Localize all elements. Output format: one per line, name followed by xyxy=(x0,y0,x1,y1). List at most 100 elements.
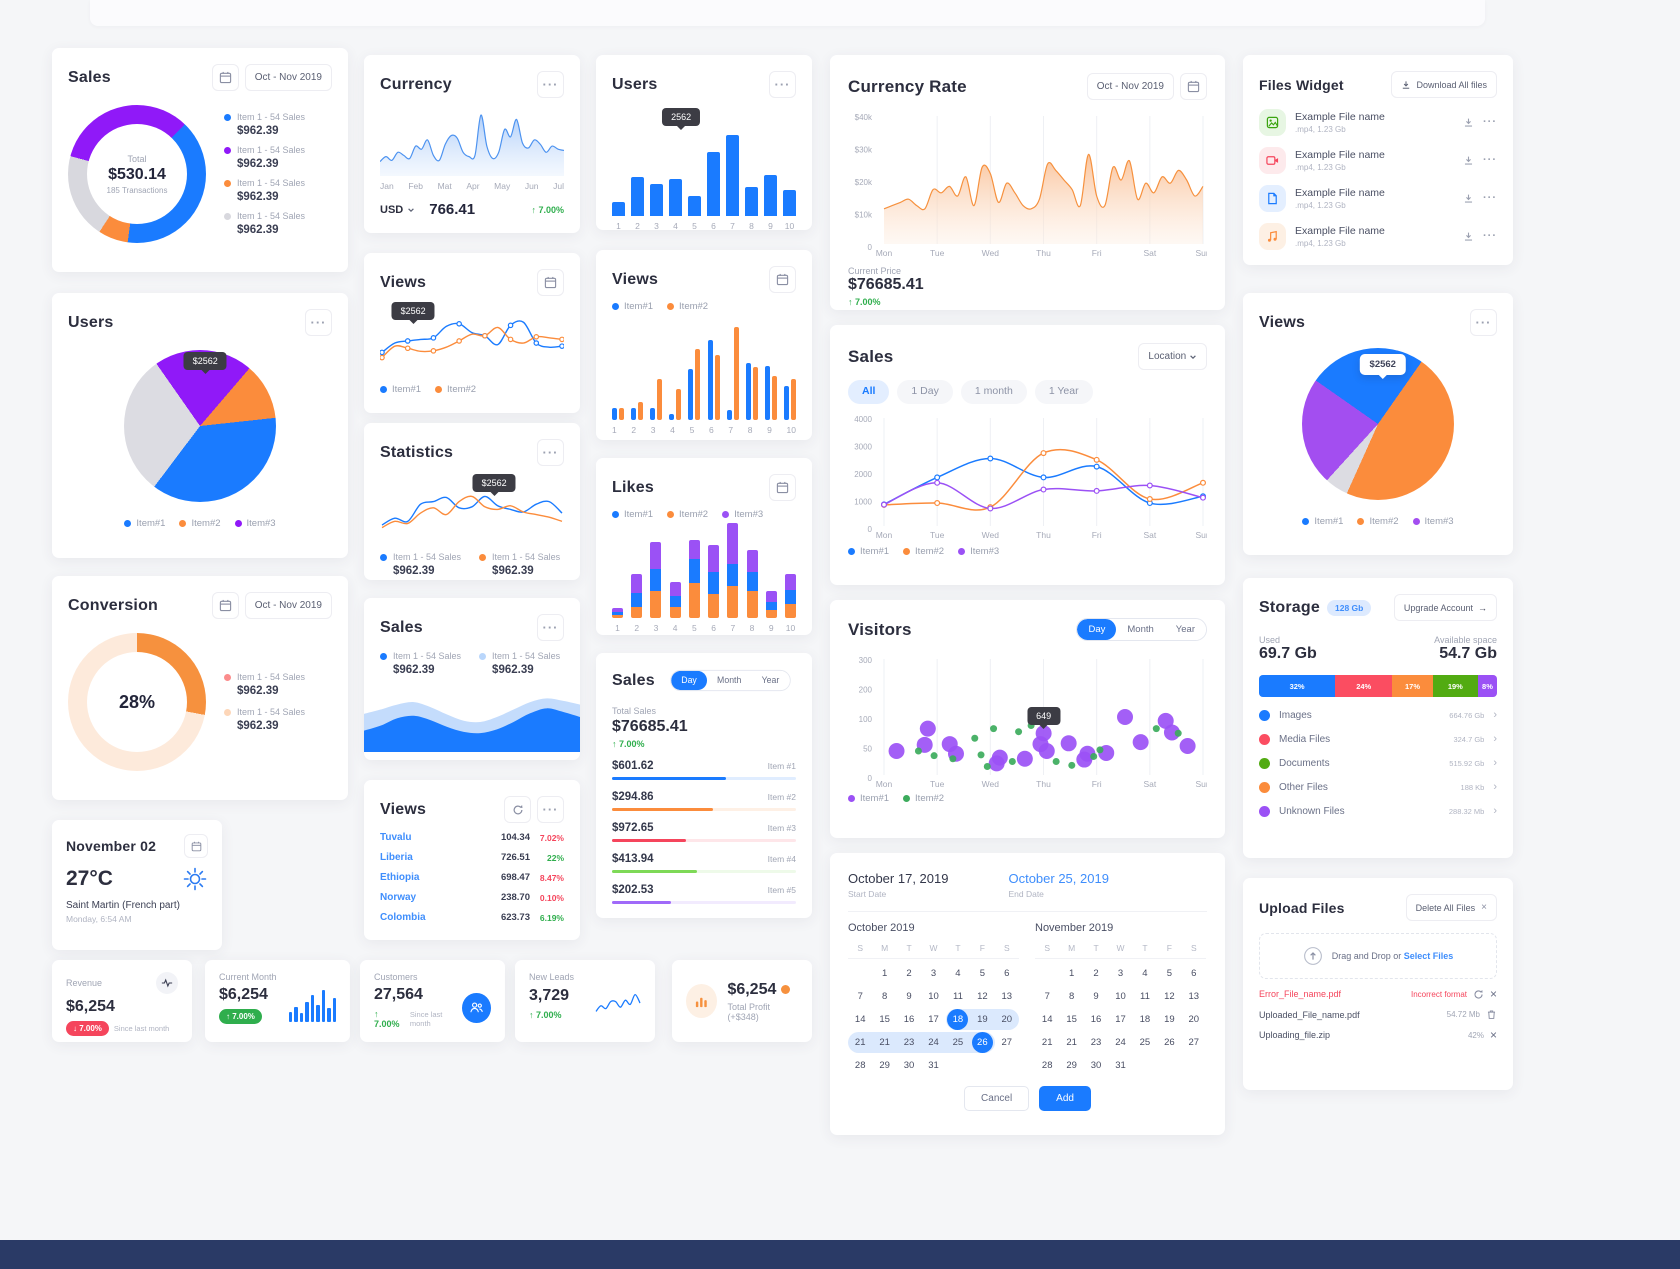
day-cell[interactable]: 10 xyxy=(928,991,939,1002)
day-cell[interactable]: 20 xyxy=(1188,1014,1200,1025)
chevron-right-icon[interactable]: › xyxy=(1493,781,1497,793)
day-cell[interactable]: 3 xyxy=(930,968,937,979)
selected-day[interactable]: 18 xyxy=(947,1009,969,1030)
bar-group[interactable] xyxy=(612,408,624,420)
day-cell[interactable]: 24 xyxy=(1115,1037,1126,1048)
calendar-icon[interactable] xyxy=(1180,73,1207,100)
day-cell[interactable]: 16 xyxy=(903,1014,915,1025)
bar-stack[interactable] xyxy=(727,523,739,618)
day-cell[interactable]: 11 xyxy=(1139,991,1150,1002)
day-cell[interactable]: 6 xyxy=(1191,968,1197,979)
day-cell[interactable]: 30 xyxy=(903,1060,915,1071)
bar[interactable] xyxy=(612,202,625,216)
day-cell[interactable]: 27 xyxy=(1001,1037,1013,1048)
bar-group[interactable] xyxy=(650,379,663,420)
more-menu-icon[interactable]: ··· xyxy=(537,796,564,823)
file-row[interactable]: Example File name .mp4, 1.23 Gb ··· xyxy=(1259,185,1497,212)
country-row[interactable]: Norway 238.70 0.10% xyxy=(380,892,564,903)
day-cell[interactable]: 31 xyxy=(928,1060,939,1071)
day-cell[interactable]: 7 xyxy=(1044,991,1050,1002)
add-button[interactable]: Add xyxy=(1039,1086,1091,1111)
chevron-right-icon[interactable]: › xyxy=(1493,757,1497,769)
file-row[interactable]: Example File name .mp4, 1.23 Gb ··· xyxy=(1259,147,1497,174)
more-menu-icon[interactable]: ··· xyxy=(537,614,564,641)
day-cell[interactable]: 10 xyxy=(1115,991,1126,1002)
day-cell[interactable]: 19 xyxy=(1164,1014,1175,1025)
more-menu-icon[interactable]: ··· xyxy=(537,71,564,98)
day-cell[interactable]: 23 xyxy=(896,1032,922,1053)
chevron-right-icon[interactable]: › xyxy=(1493,733,1497,745)
day-cell[interactable]: 8 xyxy=(881,991,888,1002)
calendar-icon[interactable] xyxy=(769,266,796,293)
tab-1-month[interactable]: 1 month xyxy=(960,380,1027,404)
more-menu-icon[interactable]: ··· xyxy=(305,309,332,336)
day-cell[interactable]: 29 xyxy=(1066,1060,1077,1071)
bar-stack[interactable] xyxy=(784,574,796,618)
day-cell[interactable]: 15 xyxy=(1066,1014,1077,1025)
calendar-icon[interactable] xyxy=(769,474,796,501)
day-cell[interactable]: 16 xyxy=(1090,1014,1102,1025)
day-cell[interactable]: 25 xyxy=(945,1032,971,1053)
country-name[interactable]: Tuvalu xyxy=(380,832,412,843)
toggle-year[interactable]: Year xyxy=(1164,619,1206,640)
day-cell[interactable]: 11 xyxy=(952,991,963,1002)
more-menu-icon[interactable]: ··· xyxy=(1483,192,1497,204)
bar-group[interactable] xyxy=(688,349,701,420)
calendar-icon[interactable] xyxy=(184,834,208,858)
day-cell[interactable]: 25 xyxy=(1139,1037,1151,1048)
bar-group[interactable] xyxy=(764,366,777,420)
bar[interactable] xyxy=(745,187,758,216)
country-name[interactable]: Colombia xyxy=(380,912,426,923)
more-menu-icon[interactable]: ··· xyxy=(1483,116,1497,128)
country-name[interactable]: Norway xyxy=(380,892,417,903)
storage-item[interactable]: Documents 515.92 Gb › xyxy=(1259,757,1497,769)
date-range-picker[interactable]: Oct - Nov 2019 xyxy=(244,592,332,619)
day-cell[interactable]: 21 xyxy=(1066,1037,1077,1048)
day-cell[interactable]: 9 xyxy=(1093,991,1099,1002)
day-cell[interactable]: 31 xyxy=(1115,1060,1126,1071)
toggle-day[interactable]: Day xyxy=(1077,619,1117,640)
bar[interactable] xyxy=(688,196,701,216)
day-cell[interactable]: 2 xyxy=(906,968,912,979)
day-cell[interactable]: 24 xyxy=(921,1032,946,1053)
bar-stack[interactable] xyxy=(669,582,681,618)
day-cell[interactable]: 18 xyxy=(945,1009,971,1030)
start-date-block[interactable]: October 17, 2019 Start Date xyxy=(848,871,948,899)
day-cell[interactable]: 5 xyxy=(1166,968,1172,979)
download-icon[interactable] xyxy=(1463,155,1474,166)
day-cell[interactable]: 7 xyxy=(857,991,863,1002)
delete-all-files-button[interactable]: Delete All Files × xyxy=(1405,894,1497,921)
storage-item[interactable]: Other Files 188 Kb › xyxy=(1259,781,1497,793)
bar-stack[interactable] xyxy=(765,591,777,618)
close-icon[interactable]: × xyxy=(1489,987,1497,1001)
bar-group[interactable] xyxy=(783,379,796,420)
day-cell[interactable]: 19 xyxy=(970,1009,995,1030)
day-cell[interactable]: 15 xyxy=(879,1014,890,1025)
day-cell[interactable]: 21 xyxy=(1041,1037,1053,1048)
more-menu-icon[interactable]: ··· xyxy=(537,439,564,466)
country-row[interactable]: Tuvalu 104.34 7.02% xyxy=(380,832,564,843)
bar[interactable] xyxy=(669,179,682,216)
location-filter[interactable]: Location xyxy=(1138,343,1207,370)
day-cell[interactable]: 17 xyxy=(928,1014,939,1025)
bar-group[interactable] xyxy=(707,340,720,420)
day-cell[interactable]: 26 xyxy=(1164,1037,1175,1048)
chevron-right-icon[interactable]: › xyxy=(1493,709,1497,721)
chevron-right-icon[interactable]: › xyxy=(1493,805,1497,817)
download-icon[interactable] xyxy=(1463,231,1474,242)
trash-icon[interactable] xyxy=(1486,1009,1497,1020)
bar-stack[interactable] xyxy=(631,574,643,618)
country-name[interactable]: Liberia xyxy=(380,852,413,863)
upgrade-account-button[interactable]: Upgrade Account → xyxy=(1393,594,1497,621)
bar-group[interactable] xyxy=(631,402,644,420)
day-cell[interactable]: 13 xyxy=(1188,991,1200,1002)
country-row[interactable]: Colombia 623.73 6.19% xyxy=(380,912,564,923)
dropzone[interactable]: Drag and Drop or Select Files xyxy=(1259,933,1497,979)
toggle-month[interactable]: Month xyxy=(707,670,752,691)
more-menu-icon[interactable]: ··· xyxy=(1483,154,1497,166)
currency-select[interactable]: USD xyxy=(380,204,415,216)
download-icon[interactable] xyxy=(1463,117,1474,128)
storage-item[interactable]: Images 664.76 Gb › xyxy=(1259,709,1497,721)
day-cell[interactable]: 2 xyxy=(1093,968,1099,979)
day-cell[interactable]: 5 xyxy=(979,968,985,979)
